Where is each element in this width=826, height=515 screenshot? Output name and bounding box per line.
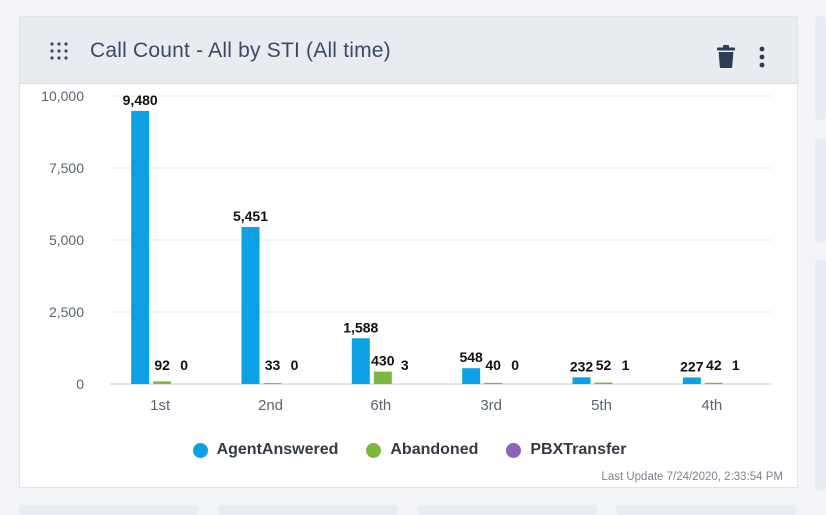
y-tick-label: 0 xyxy=(76,376,84,392)
y-tick-label: 7,500 xyxy=(49,160,84,176)
data-label: 227 xyxy=(680,358,704,374)
x-tick-label: 2nd xyxy=(258,397,283,414)
widget-header: Call Count - All by STI (All time) xyxy=(20,17,797,84)
legend-label-abandoned: Abandoned xyxy=(390,441,479,458)
data-label: 52 xyxy=(596,357,612,373)
widget-title: Call Count - All by STI (All time) xyxy=(90,39,391,62)
bar[interactable] xyxy=(241,227,260,384)
x-tick-label: 4th xyxy=(701,397,722,414)
bar[interactable] xyxy=(263,383,282,384)
x-tick-label: 3rd xyxy=(480,397,502,414)
trash-icon[interactable] xyxy=(717,45,735,68)
data-label: 9,480 xyxy=(123,92,158,108)
bar[interactable] xyxy=(351,338,370,384)
legend-label-pbxtransfer: PBXTransfer xyxy=(530,441,627,458)
legend-swatch-pbxtransfer xyxy=(506,442,522,458)
data-label: 0 xyxy=(180,357,188,373)
bar[interactable] xyxy=(594,382,613,384)
data-label: 3 xyxy=(401,357,409,373)
chart-legend: AgentAnswered Abandoned PBXTransfer xyxy=(20,439,799,461)
data-label: 42 xyxy=(706,357,722,373)
grid-drag-icon[interactable] xyxy=(50,42,68,60)
background-card-right-middle xyxy=(815,138,826,242)
bar[interactable] xyxy=(572,377,591,384)
data-label: 33 xyxy=(265,357,281,373)
data-label: 1 xyxy=(732,357,740,373)
y-tick-label: 10,000 xyxy=(41,88,84,104)
data-label: 1 xyxy=(622,357,630,373)
legend-swatch-abandoned xyxy=(366,442,382,458)
bar[interactable] xyxy=(484,382,503,384)
background-card-bottom-3 xyxy=(417,505,597,515)
more-vertical-icon[interactable] xyxy=(757,46,767,68)
data-label: 0 xyxy=(511,357,519,373)
bar[interactable] xyxy=(704,382,723,384)
background-card-bottom-1 xyxy=(19,505,199,515)
bar[interactable] xyxy=(462,368,481,384)
data-label: 40 xyxy=(485,357,501,373)
background-card-bottom-2 xyxy=(218,505,398,515)
legend-swatch-agentanswered xyxy=(192,442,208,458)
background-card-bottom-4 xyxy=(616,505,796,515)
data-label: 232 xyxy=(570,358,594,374)
x-tick-label: 1st xyxy=(150,397,171,414)
y-tick-label: 2,500 xyxy=(49,304,84,320)
bar[interactable] xyxy=(373,371,392,384)
legend-item-pbxtransfer[interactable]: PBXTransfer xyxy=(506,441,626,459)
data-label: 548 xyxy=(459,349,483,365)
legend-label-agentanswered: AgentAnswered xyxy=(216,441,339,458)
y-tick-label: 5,000 xyxy=(49,232,84,248)
chart-widget: Call Count - All by STI (All time) 0 2,50… xyxy=(19,16,798,488)
x-tick-label: 5th xyxy=(591,397,612,414)
bar[interactable] xyxy=(153,381,172,384)
x-tick-label: 6th xyxy=(370,397,391,414)
background-card-right-top xyxy=(815,16,826,120)
legend-item-abandoned[interactable]: Abandoned xyxy=(366,441,478,459)
data-label: 430 xyxy=(371,353,395,369)
data-label: 92 xyxy=(154,357,170,373)
bar[interactable] xyxy=(131,110,150,384)
legend-item-agentanswered[interactable]: AgentAnswered xyxy=(192,441,339,459)
data-label: 1,588 xyxy=(343,319,378,335)
background-card-right-bottom xyxy=(815,260,826,490)
last-update-text: Last Update 7/24/2020, 2:33:54 PM xyxy=(601,471,783,483)
bar[interactable] xyxy=(682,377,701,384)
data-label: 0 xyxy=(291,357,299,373)
data-label: 5,451 xyxy=(233,208,268,224)
